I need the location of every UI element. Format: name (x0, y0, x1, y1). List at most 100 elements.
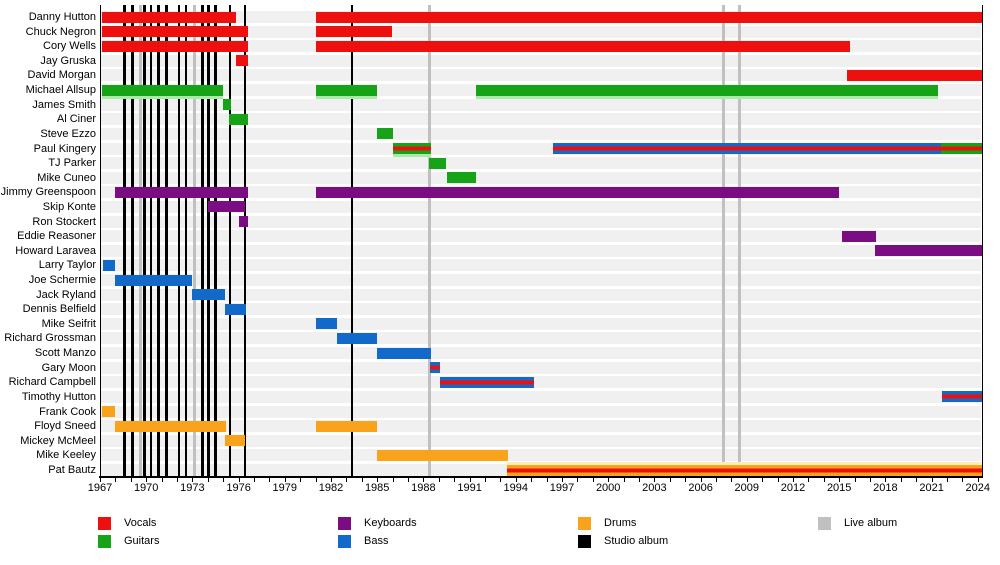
x-axis-tick-label: 1976 (226, 482, 251, 494)
x-axis-tick (870, 478, 871, 482)
x-axis-tick (100, 478, 101, 482)
drums-bar (101, 406, 116, 418)
studio-album-line (149, 5, 153, 476)
x-axis-tick (885, 478, 887, 482)
member-label: Ron Stockert (32, 215, 96, 228)
x-axis-tick (685, 478, 687, 482)
member-label: James Smith (32, 98, 96, 111)
x-axis-tick-label: 1991 (457, 482, 482, 494)
member-label: Frank Cook (39, 405, 96, 418)
drums-bar (315, 420, 378, 432)
vocals-bar (101, 40, 248, 52)
member-label: Mickey McMeel (20, 434, 96, 447)
x-axis-tick (608, 478, 610, 482)
keyboards-bar (115, 186, 248, 198)
keyboards-bar (238, 216, 248, 228)
x-axis-tick (592, 478, 594, 482)
row-band (101, 332, 981, 345)
x-axis-tick (977, 478, 979, 482)
row-band (101, 157, 981, 170)
x-axis-tick (654, 478, 656, 482)
legend-swatch-vocals (98, 517, 111, 530)
guitars-bar (377, 128, 393, 140)
row-band (101, 200, 981, 213)
plot-left-frame (100, 5, 101, 476)
x-axis-tick (716, 478, 717, 482)
vocals-bar (315, 40, 850, 52)
x-axis-tick (207, 478, 209, 482)
studio-album-line (165, 5, 168, 476)
x-axis-tick (823, 478, 825, 482)
row-band (101, 244, 981, 257)
bass-bar (941, 391, 982, 403)
x-axis-tick-label: 2018 (873, 482, 898, 494)
x-axis-tick-label: 2012 (780, 482, 806, 494)
vocals-bar (101, 26, 248, 38)
x-axis-tick (515, 478, 517, 482)
row-band (101, 420, 981, 433)
x-axis-tick (777, 478, 779, 482)
bass-bar (224, 303, 247, 315)
member-label: Michael Allsup (25, 84, 96, 97)
studio-album-line (131, 5, 134, 476)
studio-album-line (184, 5, 188, 476)
studio-album-line (157, 5, 160, 476)
x-axis-tick (223, 478, 225, 482)
row-band (101, 230, 981, 243)
row-band (101, 405, 981, 418)
bass-bar (552, 143, 941, 155)
x-axis-tick (808, 478, 810, 482)
row-band (101, 259, 981, 272)
member-label: Jack Ryland (36, 288, 96, 301)
x-axis-tick (562, 478, 563, 482)
bass-bar (315, 318, 338, 330)
studio-album-line (207, 5, 210, 476)
row-band (101, 434, 981, 447)
row-band (101, 347, 981, 360)
row-band (101, 98, 981, 111)
guitars-halo (315, 95, 378, 99)
x-axis-tick-label: 2006 (688, 482, 713, 494)
row-band (101, 54, 981, 67)
x-axis-tick (346, 478, 348, 482)
x-axis-tick (900, 478, 902, 482)
x-axis-tick (916, 478, 918, 482)
studio-album-line (243, 5, 247, 476)
bass-bar (440, 376, 535, 388)
vocals-bar (315, 26, 392, 38)
x-axis-tick (130, 478, 132, 482)
member-label: Howard Laravea (15, 244, 96, 257)
x-axis-tick (931, 478, 933, 482)
live-album-line (722, 5, 726, 476)
x-axis-line (99, 476, 983, 478)
vocals-bar (101, 11, 236, 23)
bass-bar (115, 274, 193, 286)
guitars-bar (101, 84, 224, 96)
row-band (101, 361, 981, 374)
studio-album-line (350, 5, 354, 476)
x-axis-tick (392, 478, 394, 482)
legend-label-studio: Studio album (604, 534, 669, 547)
x-axis-tick-label: 1979 (272, 482, 298, 494)
member-label: Timothy Hutton (21, 390, 96, 403)
guitars-halo (392, 154, 432, 158)
x-axis-tick (947, 478, 948, 482)
member-label: Mike Keeley (36, 449, 96, 462)
studio-album-line (228, 5, 232, 476)
member-label: Gary Moon (41, 361, 96, 374)
member-label: David Morgan (27, 69, 96, 82)
x-axis-tick (146, 478, 148, 482)
x-axis-tick-label: 2009 (734, 482, 760, 494)
x-axis-tick (854, 478, 856, 482)
x-axis-tick (300, 478, 302, 482)
drums-bar (224, 435, 245, 447)
row-band (101, 288, 981, 301)
x-axis-tick (531, 478, 533, 482)
x-axis-tick-label: 1973 (180, 482, 205, 494)
member-label: Chuck Negron (25, 25, 96, 38)
x-axis-tick-label: 2003 (642, 482, 667, 494)
legend-swatch-drums (578, 517, 591, 530)
member-label: Jimmy Greenspoon (0, 186, 96, 199)
legend-label-live: Live album (844, 517, 898, 529)
